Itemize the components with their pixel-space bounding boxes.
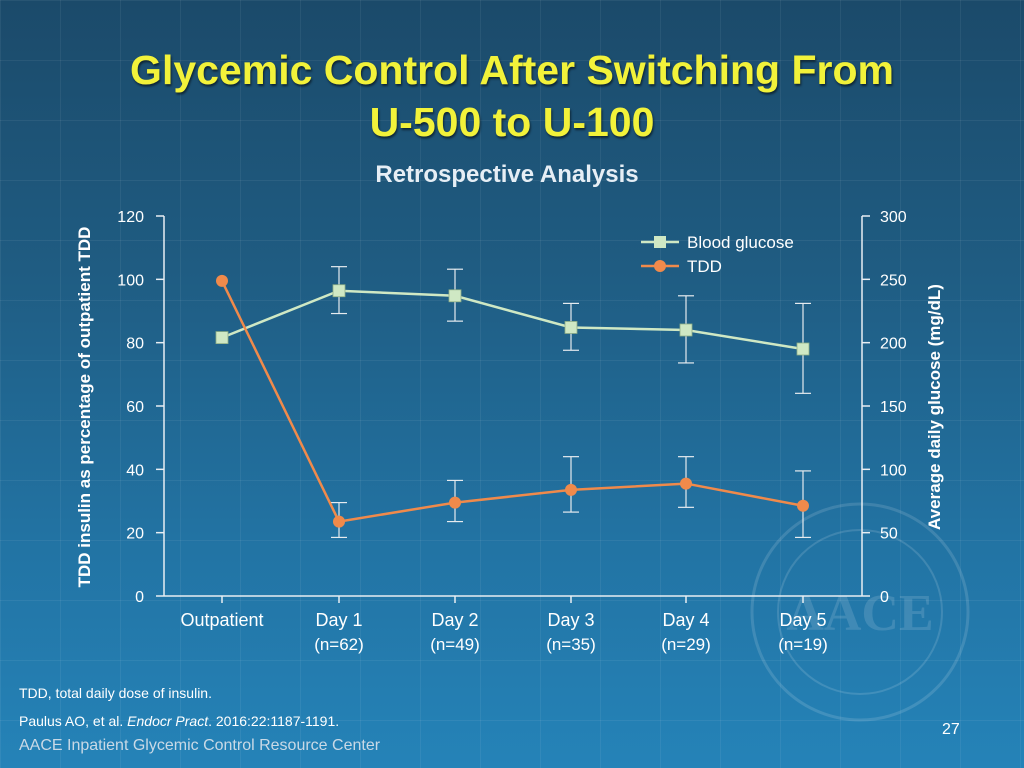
slide-subtitle: Retrospective Analysis (375, 161, 639, 188)
tdd-point (216, 274, 228, 287)
title-line-1: Glycemic Control After Switching From (130, 47, 894, 93)
left-tick-label: 100 (117, 272, 144, 289)
x-tick-label: Day 3 (547, 610, 594, 630)
left-tick-label: 80 (126, 336, 144, 353)
footnote-citation: Paulus AO, et al. Endocr Pract. 2016:22:… (19, 713, 339, 729)
footnote-abbreviation: TDD, total daily dose of insulin. (19, 685, 212, 701)
x-tick-label: Day 5 (779, 610, 826, 630)
legend-tdd-marker (654, 260, 666, 272)
page-number: 27 (942, 721, 960, 738)
left-tick-label: 120 (117, 209, 144, 226)
x-tick-sublabel: (n=35) (546, 635, 596, 654)
left-tick-label: 40 (126, 462, 144, 479)
x-tick-sublabel: (n=29) (661, 635, 711, 654)
tdd-point (565, 483, 577, 496)
tdd-point (449, 496, 461, 509)
x-tick-label: Outpatient (180, 610, 263, 630)
tdd-point (680, 477, 692, 490)
blood-glucose-point (564, 321, 578, 334)
x-tick-label: Day 4 (662, 610, 709, 630)
citation-rest: . 2016:22:1187-1191. (208, 713, 340, 729)
blood-glucose-point (679, 323, 693, 337)
right-tick-label: 50 (880, 526, 898, 543)
right-tick-label: 200 (880, 336, 907, 353)
right-tick-label: 250 (880, 272, 907, 289)
left-tick-label: 20 (126, 526, 144, 543)
tdd-line (220, 280, 804, 523)
citation-journal: Endocr Pract (127, 713, 209, 729)
citation-authors: Paulus AO, et al. (19, 713, 128, 729)
blood-glucose-point (215, 331, 229, 345)
blood-glucose-line (221, 289, 804, 351)
x-tick-sublabel: (n=49) (430, 635, 480, 654)
legend-blood-glucose-marker (654, 236, 666, 248)
blood-glucose-point (448, 289, 462, 303)
tdd-point (797, 499, 809, 512)
x-tick-sublabel: (n=19) (778, 635, 828, 654)
blood-glucose-point (332, 284, 346, 298)
legend-blood-glucose-label: Blood glucose (687, 233, 794, 252)
slide-title: Glycemic Control After Switching From U-… (0, 44, 1024, 148)
right-tick-label: 100 (880, 462, 907, 479)
brand-footer: AACE Inpatient Glycemic Control Resource… (19, 737, 381, 754)
title-line-2: U-500 to U-100 (369, 99, 655, 145)
left-axis-title: TDD insulin as percentage of outpatient … (75, 227, 94, 588)
x-tick-sublabel: (n=62) (314, 635, 364, 654)
right-tick-label: 300 (880, 209, 907, 226)
blood-glucose-point (796, 342, 810, 356)
tdd-point (333, 515, 345, 528)
right-tick-label: 150 (880, 399, 907, 416)
right-tick-label: 0 (880, 589, 889, 606)
legend-tdd-label: TDD (687, 257, 722, 276)
x-tick-label: Day 2 (431, 610, 478, 630)
right-axis-title: Average daily glucose (mg/dL) (925, 284, 944, 530)
left-tick-label: 60 (126, 399, 144, 416)
left-tick-label: 0 (135, 589, 144, 606)
x-tick-label: Day 1 (315, 610, 362, 630)
